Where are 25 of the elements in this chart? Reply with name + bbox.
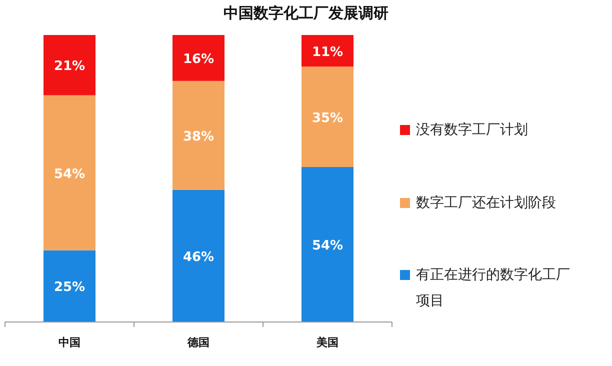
x-tick-label: 中国 (58, 336, 80, 349)
data-label: 21% (54, 59, 86, 74)
data-label: 25% (54, 280, 86, 296)
bar (172, 190, 224, 322)
x-tick-label: 美国 (316, 336, 338, 349)
data-label: 54% (312, 238, 344, 254)
bar (302, 167, 354, 322)
bar (172, 35, 224, 81)
data-label: 16% (182, 52, 214, 67)
legend-label: 数字工厂还在计划阶段 (416, 194, 557, 213)
bar (172, 80, 224, 190)
bar (44, 35, 96, 96)
bar (44, 250, 96, 322)
bar (302, 66, 354, 168)
data-label: 46% (182, 250, 214, 265)
data-label: 54% (54, 166, 86, 182)
legend-label: 有正在进行的数字化工厂项目 (416, 266, 571, 311)
legend-label: 没有数字工厂计划 (416, 121, 529, 140)
data-label: 11% (312, 44, 344, 60)
chart-title: 中国数字化工厂发展调研 (224, 4, 388, 22)
x-tick-label: 德国 (186, 336, 210, 349)
bar (302, 35, 354, 67)
bar (44, 95, 96, 250)
data-label: 35% (312, 110, 344, 126)
data-label: 38% (182, 129, 214, 144)
